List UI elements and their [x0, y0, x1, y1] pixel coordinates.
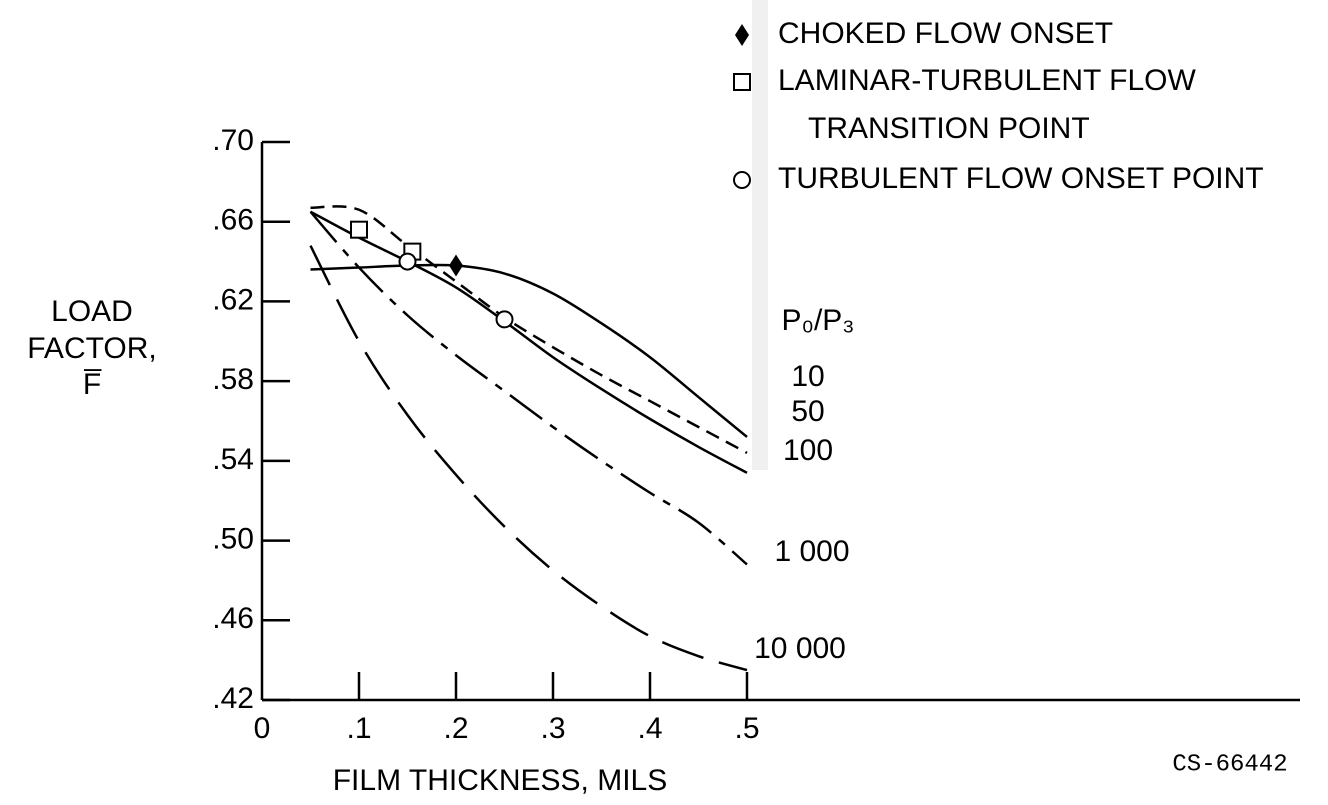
legend-label: TURBULENT FLOW ONSET POINT	[778, 162, 1264, 195]
curve-label: 10 000	[754, 632, 846, 665]
y-axis-label: LOAD	[51, 295, 133, 328]
curve-label: 1 000	[774, 535, 849, 568]
y-tick-label: .46	[212, 602, 254, 635]
x-axis-label: FILM THICKNESS, MILS	[333, 764, 668, 797]
curve	[310, 205, 748, 454]
annotation: CS-66442	[1172, 751, 1287, 778]
legend-line: TRANSITION POINT	[808, 112, 1090, 145]
curve	[309, 210, 748, 474]
x-tick-label: .3	[540, 712, 565, 745]
marker-circle	[398, 252, 417, 271]
y-tick-label: .58	[212, 363, 254, 396]
legend-marker	[733, 171, 751, 189]
legend-line: LAMINAR-TURBULENT FLOW	[778, 64, 1204, 97]
marker-square	[350, 220, 368, 239]
y-axis-label: F̅	[83, 368, 102, 401]
curve-label: 50	[791, 395, 824, 428]
y-tick-label: .42	[212, 682, 254, 715]
x-tick-label: .1	[346, 712, 371, 745]
y-tick-label: .50	[212, 522, 254, 555]
marker-diamond	[449, 254, 463, 277]
y-tick-label: .70	[212, 124, 254, 157]
scan-smudge	[752, 0, 768, 470]
legend-marker	[735, 24, 749, 46]
curve-label: 100	[783, 434, 833, 467]
marker-circle	[495, 310, 514, 329]
curve	[310, 263, 748, 438]
x-tick-label: .5	[734, 712, 759, 745]
y-tick-label: .62	[212, 283, 254, 316]
legend-label: CHOKED FLOW ONSET	[778, 17, 1113, 50]
curve	[309, 210, 748, 566]
y-axis-label: FACTOR,	[27, 332, 156, 365]
x-tick-label: .2	[443, 712, 468, 745]
x-tick-label: 0	[254, 712, 271, 745]
legend-label: LAMINAR-TURBULENT FLOW TRANSITION POINT	[778, 64, 1204, 145]
legend-marker	[733, 73, 751, 91]
curve	[309, 245, 748, 672]
y-tick-label: .66	[212, 204, 254, 237]
x-tick-label: .4	[637, 712, 662, 745]
y-tick-label: .54	[212, 443, 254, 476]
curve-label: 10	[791, 360, 824, 393]
curve-label-title: P₀/P₃	[781, 304, 854, 337]
